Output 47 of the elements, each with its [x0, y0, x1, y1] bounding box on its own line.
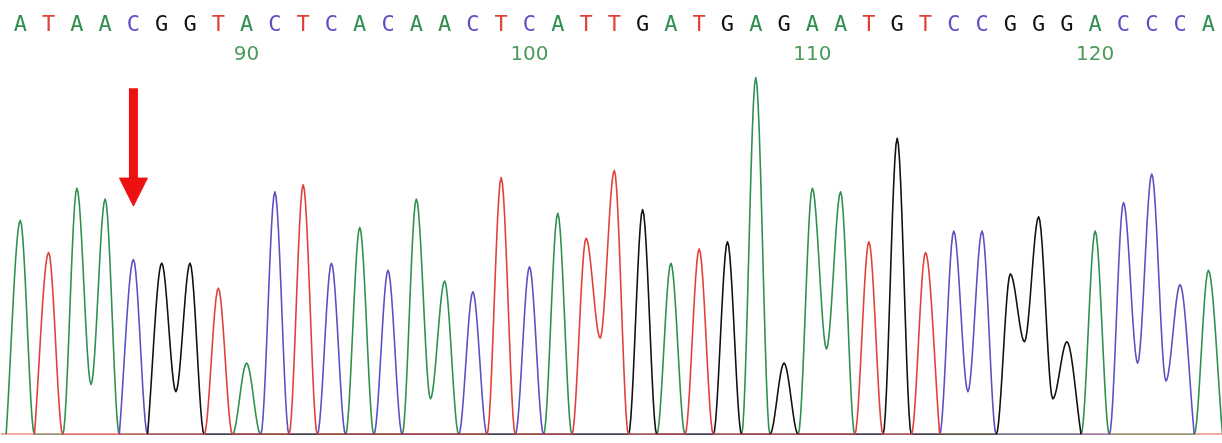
text: T: [692, 11, 706, 37]
text: A: [13, 11, 27, 37]
text: G: [155, 11, 169, 37]
text: G: [183, 11, 197, 37]
text: A: [834, 11, 848, 37]
x-tick-label: 100: [510, 40, 549, 65]
text: G: [777, 11, 791, 37]
text: C: [268, 11, 282, 37]
x-tick-label: 90: [233, 40, 260, 65]
text: T: [211, 11, 225, 37]
text: G: [1060, 11, 1074, 37]
text: A: [551, 11, 565, 37]
text: A: [70, 11, 84, 37]
text: A: [1088, 11, 1102, 37]
text: G: [635, 11, 650, 37]
text: C: [466, 11, 480, 37]
text: T: [494, 11, 508, 37]
text: T: [579, 11, 593, 37]
text: T: [918, 11, 933, 37]
text: A: [353, 11, 367, 37]
text: A: [409, 11, 423, 37]
text: T: [862, 11, 876, 37]
text: C: [126, 11, 141, 37]
text: G: [1003, 11, 1017, 37]
text: T: [607, 11, 621, 37]
text: A: [664, 11, 678, 37]
text: A: [749, 11, 763, 37]
text: C: [1145, 11, 1159, 37]
text: C: [324, 11, 339, 37]
text: A: [239, 11, 254, 37]
text: T: [41, 11, 56, 37]
text: C: [1116, 11, 1131, 37]
text: C: [522, 11, 537, 37]
x-tick-label: 120: [1076, 40, 1115, 65]
text: C: [975, 11, 989, 37]
text: C: [947, 11, 961, 37]
text: A: [98, 11, 112, 37]
text: T: [296, 11, 310, 37]
text: C: [1173, 11, 1187, 37]
text: A: [437, 11, 452, 37]
text: A: [1201, 11, 1215, 37]
x-tick-label: 110: [793, 40, 832, 65]
text: G: [890, 11, 904, 37]
text: C: [381, 11, 395, 37]
text: A: [805, 11, 819, 37]
text: G: [720, 11, 735, 37]
text: G: [1032, 11, 1046, 37]
